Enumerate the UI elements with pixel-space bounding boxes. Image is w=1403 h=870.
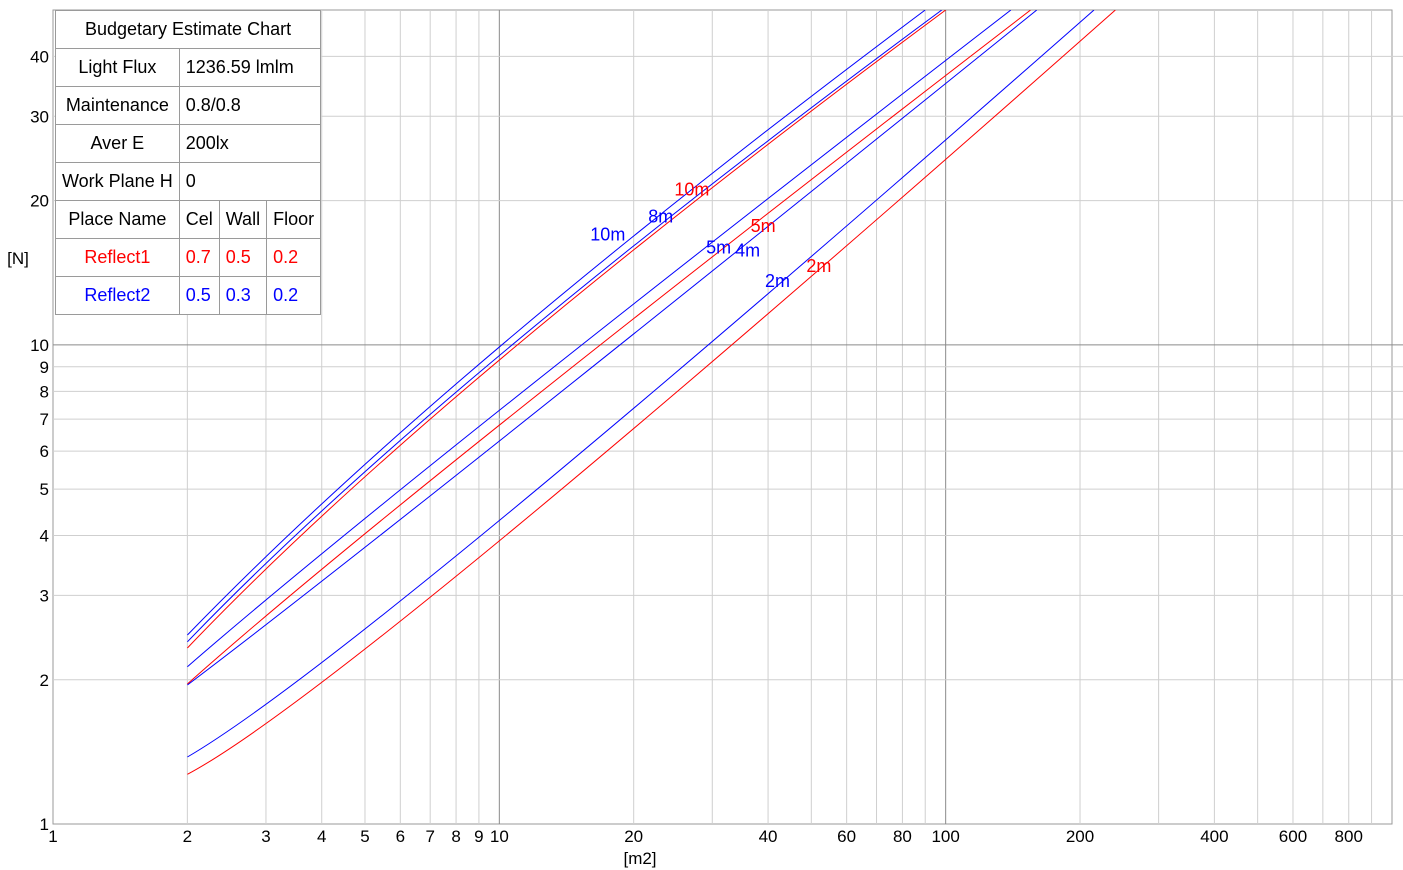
x-tick-label: 600	[1279, 827, 1307, 846]
y-tick-label: 8	[40, 382, 49, 401]
x-tick-label: 20	[624, 827, 643, 846]
table-row: Work Plane H 0	[55, 162, 322, 201]
header-place-name: Place Name	[55, 200, 180, 239]
series-label-2m: 2m	[806, 256, 831, 276]
x-tick-label: 200	[1066, 827, 1094, 846]
reflect1-floor: 0.2	[266, 238, 322, 277]
series-label-4m: 4m	[735, 240, 760, 260]
reflect2-name: Reflect2	[55, 276, 180, 315]
x-axis-label: [m2]	[623, 849, 656, 868]
y-tick-label: 2	[40, 671, 49, 690]
series-label-5m: 5m	[706, 238, 731, 258]
plot-frame	[52, 9, 1393, 825]
series-lines	[187, 10, 1116, 775]
x-tick-label: 4	[317, 827, 326, 846]
series-line-10m	[187, 10, 946, 649]
x-tick-label: 10	[490, 827, 509, 846]
y-tick-label: 4	[40, 527, 49, 546]
y-tick-label: 20	[30, 192, 49, 211]
series-line-5m	[187, 10, 1012, 668]
y-tick-label: 6	[40, 442, 49, 461]
x-tick-label: 8	[451, 827, 460, 846]
row-label-maintenance: Maintenance	[55, 86, 180, 125]
x-tick-label: 40	[759, 827, 778, 846]
header-floor: Floor	[266, 200, 322, 239]
table-row: Aver E 200lx	[55, 124, 322, 163]
series-label-10m: 10m	[674, 180, 709, 200]
row-label-work-plane: Work Plane H	[55, 162, 180, 201]
header-wall: Wall	[218, 200, 268, 239]
reflect2-cel: 0.5	[178, 276, 220, 315]
row-label-light-flux: Light Flux	[55, 48, 180, 87]
series-line-10m	[187, 10, 926, 636]
budget-info-table: Budgetary Estimate Chart Light Flux 1236…	[54, 10, 322, 315]
y-tick-label: 7	[40, 410, 49, 429]
y-tick-label: 30	[30, 107, 49, 126]
series-line-5m	[187, 10, 1031, 685]
series-line-4m	[187, 10, 1038, 686]
x-tick-label: 7	[425, 827, 434, 846]
reflect2-row: Reflect2 0.5 0.3 0.2	[55, 276, 322, 315]
x-tick-label: 9	[474, 827, 483, 846]
series-label-2m: 2m	[765, 271, 790, 291]
y-tick-label: 10	[30, 336, 49, 355]
x-tick-label: 100	[931, 827, 959, 846]
series-line-8m	[187, 10, 943, 643]
series-label-10m: 10m	[590, 225, 625, 245]
series-label-8m: 8m	[648, 207, 673, 227]
table-title: Budgetary Estimate Chart	[54, 10, 322, 49]
y-tick-labels: 1 2 3 4 5 6 7 8 9 10 20 30 40	[30, 47, 49, 834]
reflect1-name: Reflect1	[55, 238, 180, 277]
table-row: Maintenance 0.8/0.8	[55, 86, 322, 125]
x-tick-label: 3	[261, 827, 270, 846]
x-tick-label: 800	[1335, 827, 1363, 846]
table-header-row: Place Name Cel Wall Floor	[55, 200, 322, 239]
x-tick-label: 1	[48, 827, 57, 846]
reflect2-wall: 0.3	[218, 276, 268, 315]
reflect1-cel: 0.7	[178, 238, 220, 277]
grid	[52, 9, 1403, 825]
y-tick-label: 9	[40, 358, 49, 377]
x-tick-labels: 1 2 3 4 5 6 7 8 9 10 20 40 60 80 100 200 400 600 800	[48, 827, 1363, 846]
y-axis-label: [N]	[7, 249, 29, 268]
row-value-light-flux: 1236.59 lmlm	[178, 48, 322, 87]
series-line-2m	[187, 10, 1116, 775]
y-tick-label: 1	[40, 815, 49, 834]
row-value-work-plane: 0	[178, 162, 322, 201]
x-tick-label: 400	[1200, 827, 1228, 846]
reflect1-row: Reflect1 0.7 0.5 0.2	[55, 238, 322, 277]
reflect1-wall: 0.5	[218, 238, 268, 277]
x-tick-label: 2	[183, 827, 192, 846]
x-tick-label: 60	[837, 827, 856, 846]
row-value-maintenance: 0.8/0.8	[178, 86, 322, 125]
row-value-aver-e: 200lx	[178, 124, 322, 163]
series-line-2m	[187, 10, 1095, 758]
series-label-5m: 5m	[751, 216, 776, 236]
reflect2-floor: 0.2	[266, 276, 322, 315]
y-tick-label: 3	[40, 586, 49, 605]
y-tick-label: 40	[30, 47, 49, 66]
x-tick-label: 6	[396, 827, 405, 846]
x-tick-label: 80	[893, 827, 912, 846]
row-label-aver-e: Aver E	[55, 124, 180, 163]
table-row: Light Flux 1236.59 lmlm	[55, 48, 322, 87]
header-cel: Cel	[178, 200, 220, 239]
x-tick-label: 5	[360, 827, 369, 846]
y-tick-label: 5	[40, 480, 49, 499]
